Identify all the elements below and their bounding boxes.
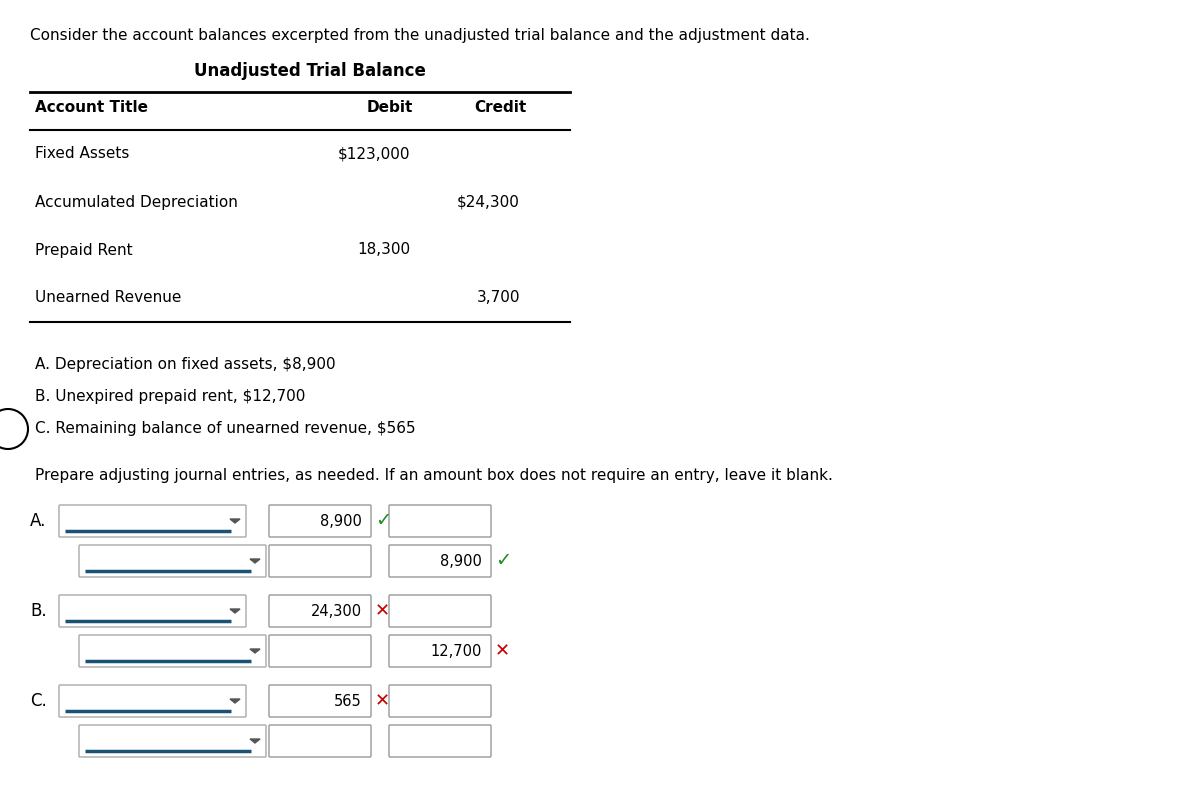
Text: Prepaid Rent: Prepaid Rent — [35, 243, 133, 257]
Text: $24,300: $24,300 — [457, 194, 520, 209]
Text: $123,000: $123,000 — [337, 146, 410, 161]
Text: 8,900: 8,900 — [440, 554, 482, 569]
FancyBboxPatch shape — [389, 685, 491, 717]
Text: C.: C. — [30, 692, 47, 710]
Text: Debit: Debit — [367, 100, 413, 115]
Text: Account Title: Account Title — [35, 100, 148, 115]
FancyBboxPatch shape — [59, 595, 246, 627]
FancyBboxPatch shape — [269, 505, 371, 537]
Text: ✕: ✕ — [374, 692, 390, 710]
FancyBboxPatch shape — [79, 725, 266, 757]
Polygon shape — [250, 559, 260, 563]
Text: Fixed Assets: Fixed Assets — [35, 146, 130, 161]
FancyBboxPatch shape — [389, 545, 491, 577]
Text: Prepare adjusting journal entries, as needed. If an amount box does not require : Prepare adjusting journal entries, as ne… — [35, 468, 833, 483]
Text: ✓: ✓ — [374, 511, 391, 531]
Text: Accumulated Depreciation: Accumulated Depreciation — [35, 194, 238, 209]
Text: Credit: Credit — [474, 100, 526, 115]
FancyBboxPatch shape — [269, 725, 371, 757]
Text: 8,900: 8,900 — [320, 514, 362, 528]
Text: 24,300: 24,300 — [311, 603, 362, 618]
FancyBboxPatch shape — [389, 725, 491, 757]
Text: Consider the account balances excerpted from the unadjusted trial balance and th: Consider the account balances excerpted … — [30, 28, 810, 43]
Text: B.: B. — [30, 602, 47, 620]
FancyBboxPatch shape — [59, 685, 246, 717]
Text: A.: A. — [30, 512, 47, 530]
FancyBboxPatch shape — [389, 505, 491, 537]
Polygon shape — [250, 649, 260, 653]
Text: Unadjusted Trial Balance: Unadjusted Trial Balance — [194, 62, 426, 80]
FancyBboxPatch shape — [269, 595, 371, 627]
Text: Unearned Revenue: Unearned Revenue — [35, 291, 181, 305]
FancyBboxPatch shape — [389, 595, 491, 627]
Polygon shape — [230, 519, 240, 523]
FancyBboxPatch shape — [269, 545, 371, 577]
Polygon shape — [230, 609, 240, 613]
FancyBboxPatch shape — [79, 635, 266, 667]
Text: 18,300: 18,300 — [356, 243, 410, 257]
FancyBboxPatch shape — [79, 545, 266, 577]
FancyBboxPatch shape — [269, 635, 371, 667]
FancyBboxPatch shape — [389, 635, 491, 667]
FancyBboxPatch shape — [59, 505, 246, 537]
FancyBboxPatch shape — [269, 685, 371, 717]
Text: ✓: ✓ — [496, 551, 511, 570]
Text: C. Remaining balance of unearned revenue, $565: C. Remaining balance of unearned revenue… — [35, 421, 415, 436]
Text: ✕: ✕ — [374, 602, 390, 620]
Text: ✕: ✕ — [496, 642, 510, 660]
Text: 565: 565 — [335, 694, 362, 709]
Text: B. Unexpired prepaid rent, $12,700: B. Unexpired prepaid rent, $12,700 — [35, 389, 305, 404]
Text: 3,700: 3,700 — [476, 291, 520, 305]
Polygon shape — [250, 739, 260, 743]
Text: A. Depreciation on fixed assets, $8,900: A. Depreciation on fixed assets, $8,900 — [35, 357, 336, 372]
Text: 12,700: 12,700 — [431, 643, 482, 658]
Polygon shape — [230, 699, 240, 703]
